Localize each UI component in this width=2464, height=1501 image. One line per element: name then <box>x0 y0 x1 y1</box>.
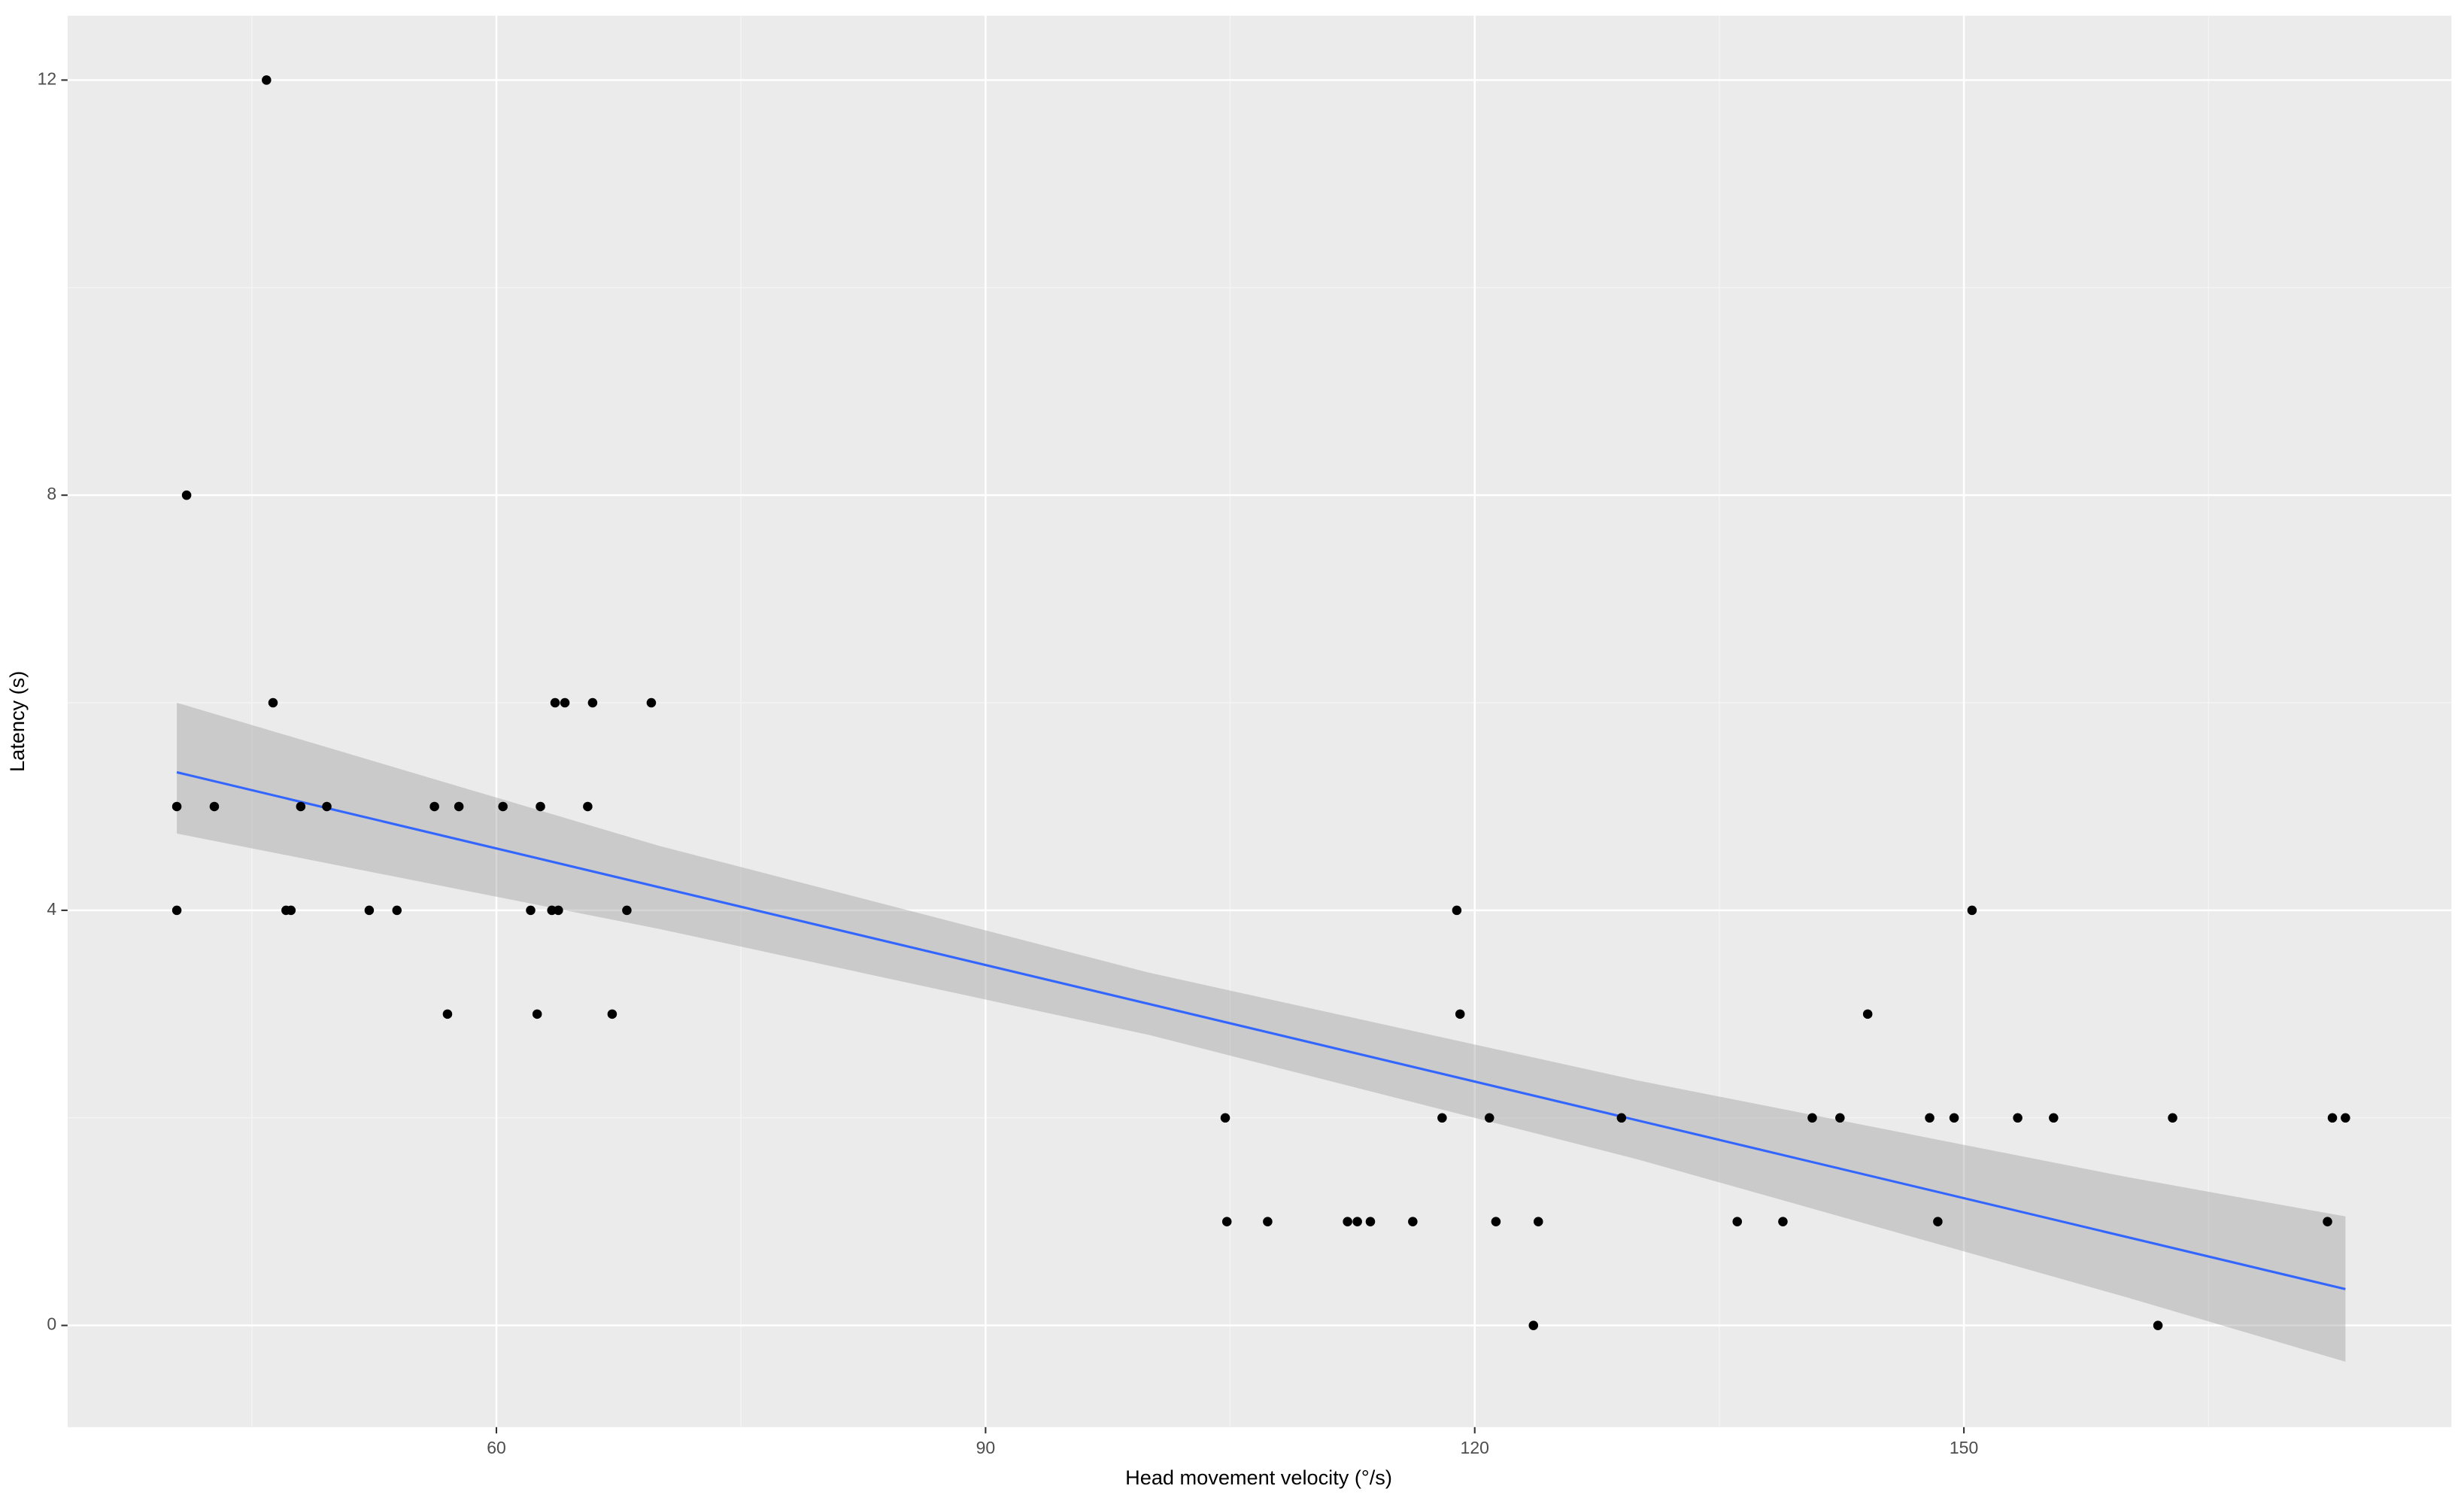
x-tick-label: 90 <box>976 1438 996 1457</box>
point <box>1437 1113 1447 1123</box>
point <box>262 75 272 85</box>
y-tick-label: 0 <box>47 1314 56 1334</box>
point <box>322 801 332 812</box>
x-tick-label: 150 <box>1950 1438 1978 1457</box>
point <box>1452 905 1462 916</box>
point <box>181 490 192 500</box>
point <box>536 801 545 812</box>
point <box>1408 1217 1418 1226</box>
point <box>1835 1113 1845 1123</box>
point <box>1491 1217 1501 1226</box>
point <box>1528 1320 1539 1330</box>
point <box>526 905 536 916</box>
point <box>1616 1113 1627 1123</box>
y-tick-label: 12 <box>38 68 57 88</box>
regression-line <box>176 770 2346 1290</box>
point <box>286 905 296 916</box>
x-tick-label: 120 <box>1461 1438 1489 1457</box>
point <box>1862 1009 1873 1019</box>
point <box>587 697 598 708</box>
point <box>429 801 439 812</box>
point <box>2153 1320 2163 1330</box>
point <box>1484 1113 1494 1123</box>
point <box>646 697 657 708</box>
point <box>1365 1217 1376 1226</box>
confidence-band <box>177 703 2346 1362</box>
point <box>2013 1113 2022 1123</box>
point <box>2049 1113 2059 1123</box>
point <box>583 801 593 812</box>
point <box>550 697 560 708</box>
point <box>1967 905 1977 916</box>
point <box>1455 1009 1465 1019</box>
point <box>532 1009 542 1019</box>
point <box>1778 1217 1788 1226</box>
point <box>554 905 563 916</box>
point <box>607 1009 618 1019</box>
point <box>2327 1113 2338 1123</box>
point <box>171 905 182 916</box>
point <box>442 1009 453 1019</box>
x-tick-label: 60 <box>487 1438 506 1457</box>
point <box>2168 1113 2177 1123</box>
point <box>1933 1217 1943 1226</box>
point <box>1220 1113 1230 1123</box>
point <box>1949 1113 1959 1123</box>
point <box>498 801 508 812</box>
point <box>1263 1217 1273 1226</box>
point <box>560 697 570 708</box>
point <box>454 801 464 812</box>
panel <box>67 15 2452 1427</box>
point <box>296 801 306 812</box>
point <box>1807 1113 1817 1123</box>
point <box>268 697 278 708</box>
point <box>2341 1113 2350 1123</box>
y-tick-label: 4 <box>47 899 56 919</box>
point <box>1925 1113 1934 1123</box>
point <box>1732 1217 1743 1226</box>
x-axis-title: Head movement velocity (°/s) <box>1125 1466 1392 1489</box>
point <box>1352 1217 1362 1226</box>
point <box>622 905 632 916</box>
point <box>547 905 557 916</box>
y-axis-title: Latency (s) <box>5 671 29 772</box>
point <box>1343 1217 1352 1226</box>
point <box>1221 1217 1232 1226</box>
point <box>364 905 375 916</box>
y-tick-label: 8 <box>47 484 56 503</box>
point <box>392 905 402 916</box>
point <box>209 801 220 812</box>
point <box>1534 1217 1543 1226</box>
point <box>171 801 182 812</box>
point <box>2323 1217 2332 1226</box>
